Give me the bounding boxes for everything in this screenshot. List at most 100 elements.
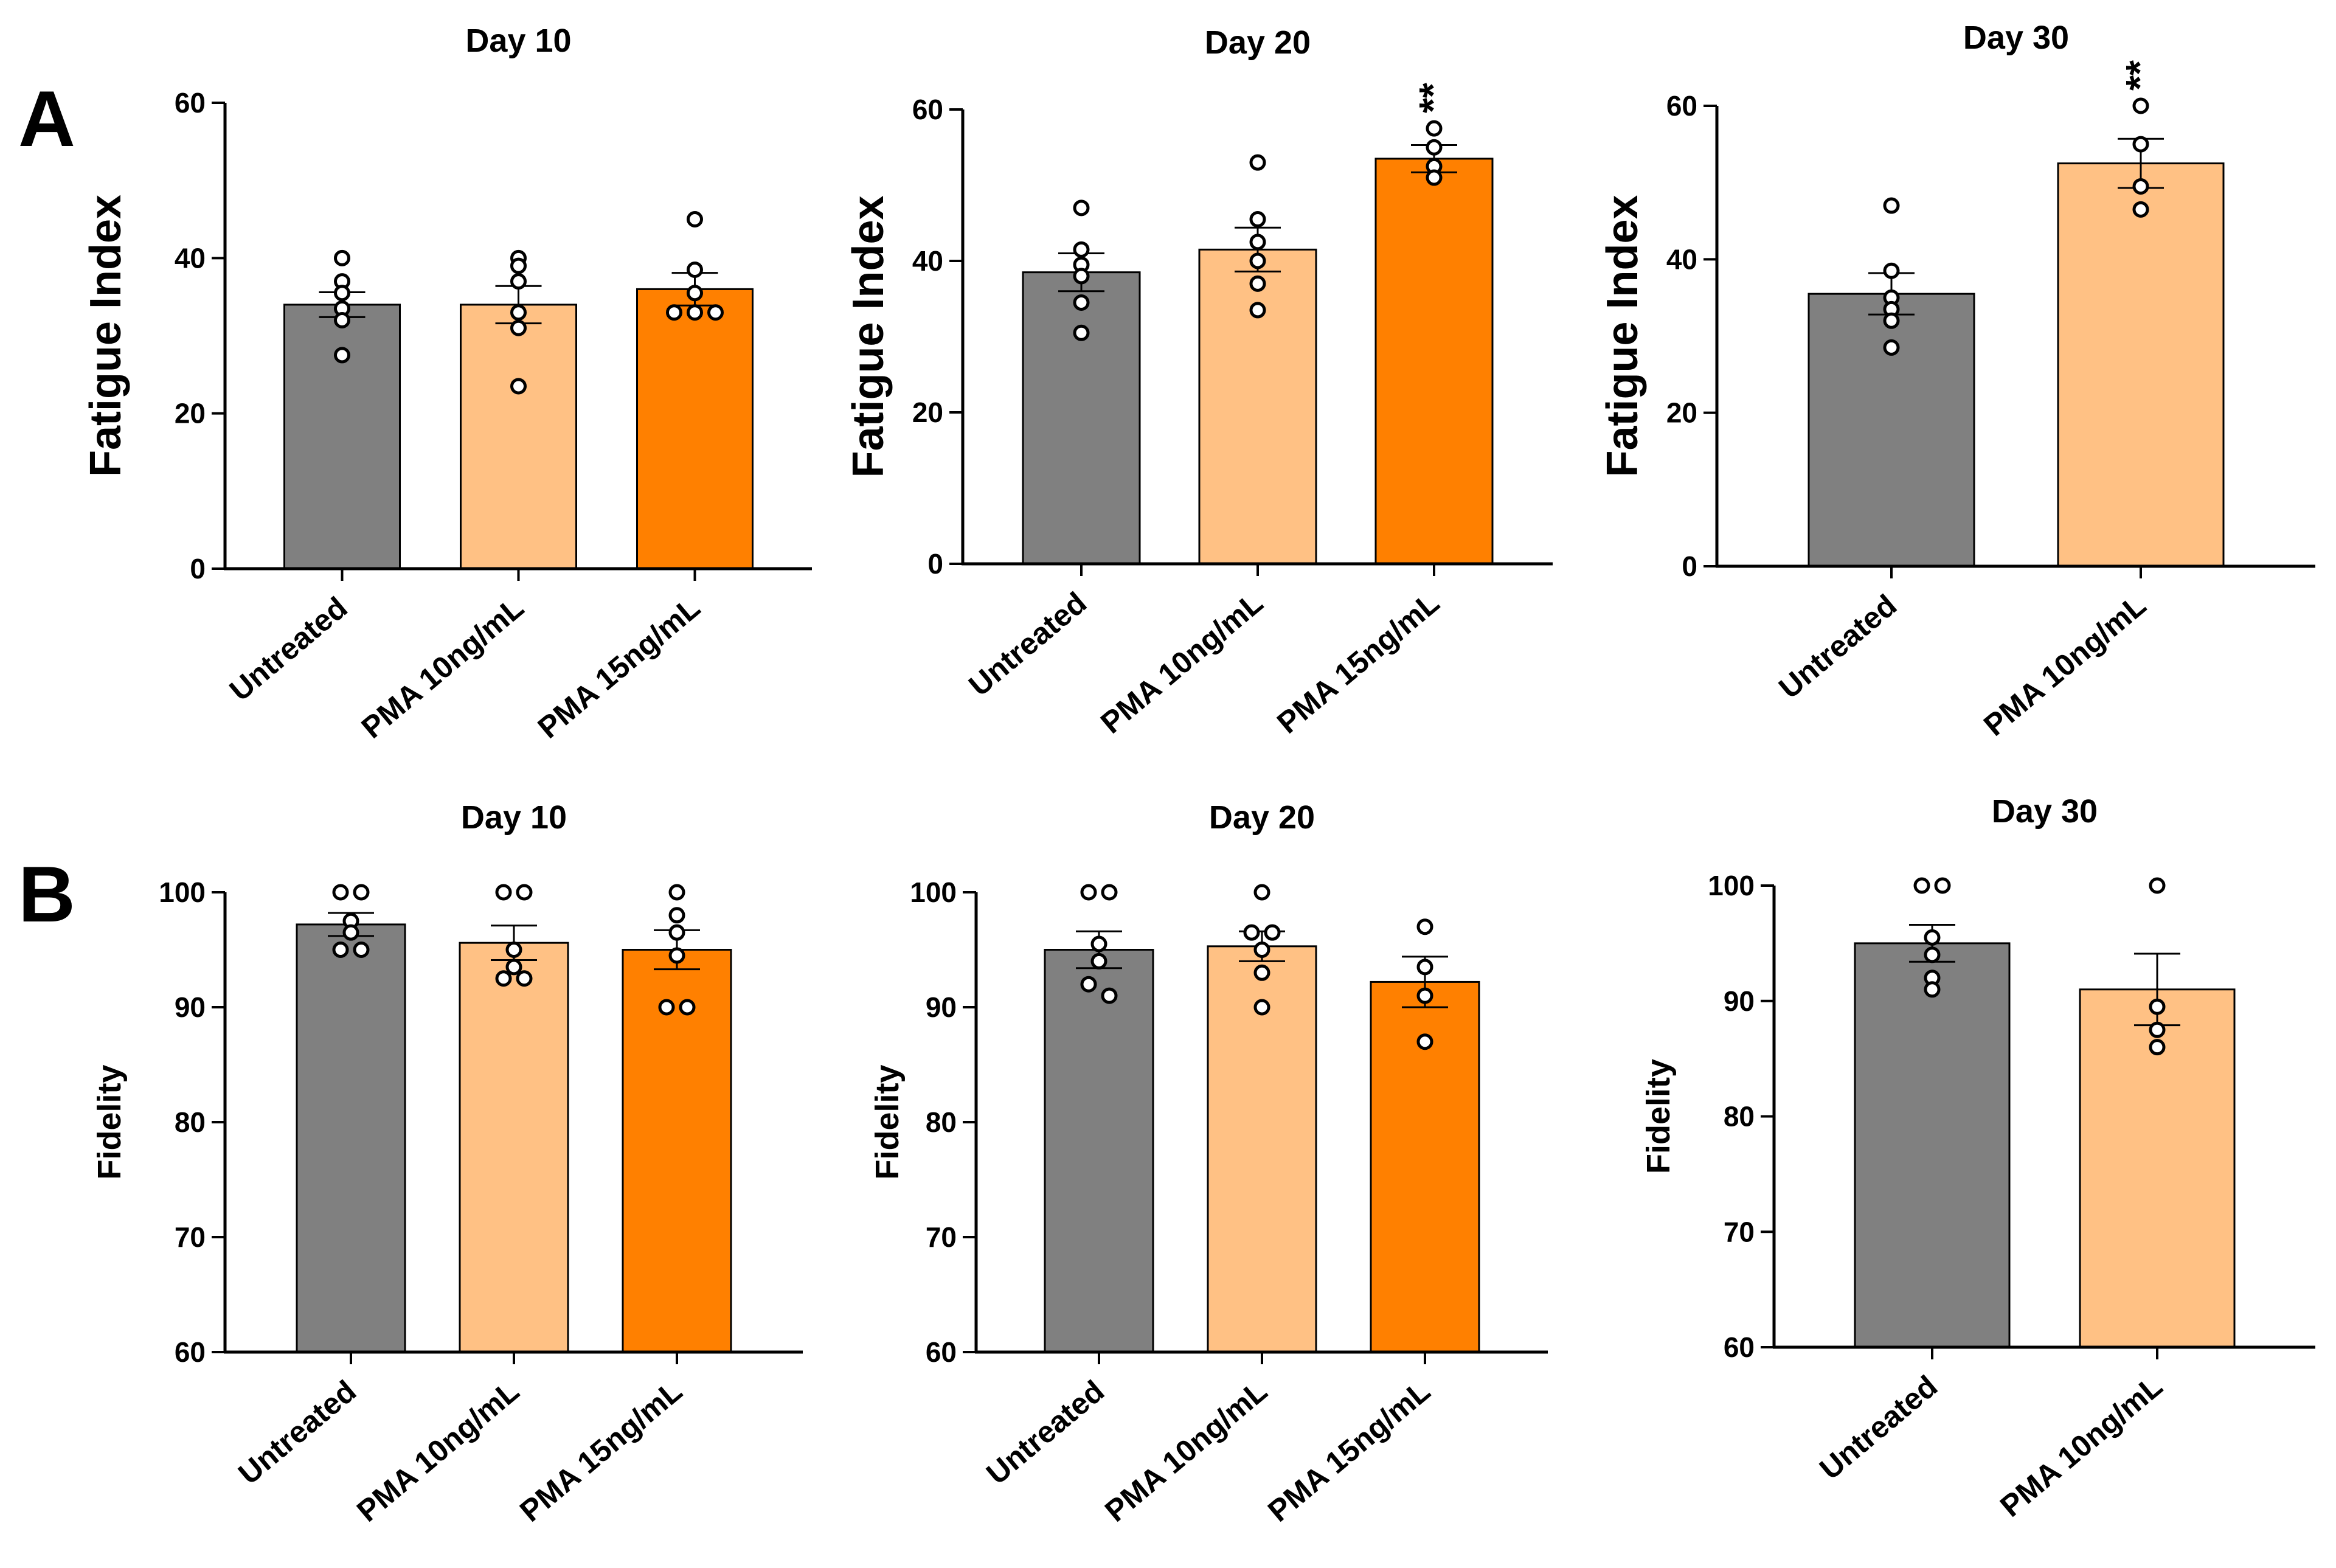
x-tick-label: PMA 10ng/mL <box>1977 588 2152 743</box>
data-point <box>1924 981 1941 998</box>
x-tick-label: Untreated <box>1813 1369 1944 1486</box>
x-tick-label: PMA 15ng/mL <box>513 1374 688 1528</box>
y-tick-label: 100 <box>910 876 957 908</box>
data-point <box>1253 999 1270 1016</box>
data-point <box>332 942 349 958</box>
data-point <box>1090 935 1107 952</box>
data-point <box>353 942 370 958</box>
data-point <box>668 924 685 941</box>
x-tick-label: PMA 10ng/mL <box>1094 586 1269 740</box>
data-point <box>2132 97 2149 114</box>
data-point <box>342 924 359 941</box>
data-point <box>510 319 527 336</box>
x-tick-label: PMA 10ng/mL <box>1098 1374 1274 1528</box>
y-tick-label: 20 <box>175 398 206 429</box>
bar <box>636 288 754 570</box>
data-point <box>1416 987 1433 1004</box>
data-point <box>1080 884 1097 901</box>
y-axis-label: Fatigue Index <box>81 195 130 477</box>
data-point <box>1883 197 1900 214</box>
x-tick-label: PMA 15ng/mL <box>1261 1374 1437 1528</box>
y-tick-label: 0 <box>927 548 943 580</box>
data-point <box>510 257 527 274</box>
data-point <box>1073 268 1090 285</box>
data-point <box>2132 201 2149 218</box>
y-tick-label: 60 <box>1666 90 1697 122</box>
panel-letter-b: B <box>18 850 75 938</box>
data-point <box>334 249 350 266</box>
y-tick-label: 40 <box>912 245 943 277</box>
data-point <box>1416 959 1433 976</box>
y-tick-label: 0 <box>1682 550 1697 582</box>
significance-marker: ** <box>2118 60 2161 91</box>
data-point <box>687 261 703 278</box>
data-point <box>658 999 675 1016</box>
data-point <box>516 884 533 901</box>
x-tick-label: Untreated <box>1772 588 1903 706</box>
chart-title: Day 10 <box>461 799 567 836</box>
bar <box>283 304 401 570</box>
y-tick-label: 60 <box>912 94 943 125</box>
data-point <box>495 970 512 987</box>
bar <box>459 942 569 1353</box>
data-point <box>334 285 350 302</box>
data-point <box>1249 234 1266 251</box>
data-point <box>510 378 527 395</box>
y-tick-label: 70 <box>175 1221 206 1253</box>
data-point <box>668 947 685 964</box>
x-tick-label: Untreated <box>232 1374 362 1491</box>
x-tick-label: Untreated <box>223 591 354 708</box>
bar <box>460 304 577 570</box>
y-tick-label: 90 <box>926 991 957 1023</box>
data-point <box>2132 178 2149 195</box>
data-point <box>2149 1039 2166 1056</box>
data-point <box>1073 324 1090 341</box>
data-point <box>1924 929 1941 946</box>
y-tick-label: 70 <box>1724 1216 1755 1247</box>
bar <box>2057 162 2225 567</box>
chart-title: Day 30 <box>1963 19 2069 56</box>
chart-a-day-30: Day 30 Fatigue Index Untreated ** PMA 10ng/m… <box>1598 19 2315 743</box>
data-point <box>505 942 522 958</box>
data-point <box>1426 120 1443 137</box>
y-tick-label: 70 <box>926 1221 957 1253</box>
bar <box>1374 158 1494 565</box>
data-point <box>2132 136 2149 153</box>
data-point <box>687 285 703 302</box>
data-point <box>1924 946 1941 963</box>
y-tick-label: 80 <box>926 1106 957 1138</box>
y-tick-label: 40 <box>1666 243 1697 275</box>
bar <box>1807 293 1975 567</box>
data-point <box>2149 998 2166 1015</box>
data-point <box>1249 302 1266 319</box>
data-point <box>1253 884 1270 901</box>
data-point <box>1934 877 1951 894</box>
data-point <box>353 884 370 901</box>
data-point <box>1090 952 1107 970</box>
x-tick-label: PMA 15ng/mL <box>532 591 707 745</box>
data-point <box>687 304 703 321</box>
bar <box>1044 949 1154 1353</box>
y-tick-label: 60 <box>926 1336 957 1368</box>
data-point <box>1264 924 1281 941</box>
x-tick-label: Untreated <box>962 586 1093 703</box>
y-tick-label: 60 <box>1724 1331 1755 1363</box>
y-tick-label: 100 <box>159 876 206 908</box>
data-point <box>1253 964 1270 981</box>
y-tick-label: 20 <box>1666 397 1697 429</box>
data-point <box>1249 211 1266 228</box>
bar <box>622 949 732 1353</box>
x-tick-label: PMA 10ng/mL <box>1994 1369 2169 1524</box>
data-point <box>510 273 527 290</box>
data-point <box>2149 1021 2166 1038</box>
chart-title: Day 30 <box>1992 793 2098 830</box>
x-tick-label: PMA 10ng/mL <box>350 1374 525 1528</box>
data-point <box>1249 252 1266 269</box>
data-point <box>1426 169 1443 186</box>
y-axis-label: Fatigue Index <box>1598 195 1647 477</box>
y-tick-label: 20 <box>912 397 943 428</box>
chart-title: Day 20 <box>1209 799 1315 836</box>
data-point <box>1416 1033 1433 1050</box>
